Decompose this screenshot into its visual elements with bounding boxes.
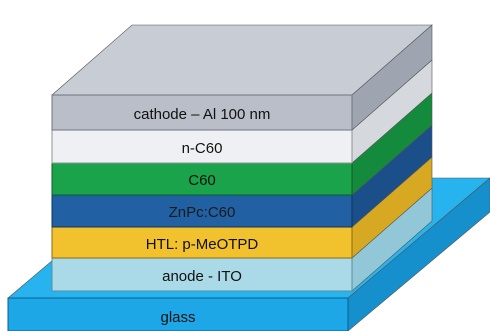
htl-front-face <box>51 226 353 259</box>
htl-label: HTL: p-MeOTPD <box>146 236 259 253</box>
layer-znpc-c60: ZnPc:C60 <box>51 124 433 228</box>
layer-cathode: cathode – Al 100 nm <box>51 24 433 131</box>
cathode-front-face <box>51 94 353 131</box>
layer-c60: C60 <box>51 92 433 196</box>
glass-label: glass <box>160 309 195 326</box>
nc60-label: n-C60 <box>182 140 223 157</box>
znpc-front-face <box>51 194 353 228</box>
anode-label: anode - ITO <box>162 268 242 285</box>
cathode-label: cathode – Al 100 nm <box>134 106 271 123</box>
znpc-label: ZnPc:C60 <box>169 204 236 221</box>
layer-anode: anode - ITO <box>51 187 433 292</box>
layer-htl: HTL: p-MeOTPD <box>51 156 433 259</box>
layer-n-c60: n-C60 <box>51 59 433 164</box>
nc60-front-face <box>51 129 353 164</box>
glass-front-face <box>7 297 349 331</box>
c60-label: C60 <box>188 172 216 189</box>
c60-front-face <box>51 162 353 196</box>
anode-front-face <box>51 257 353 292</box>
